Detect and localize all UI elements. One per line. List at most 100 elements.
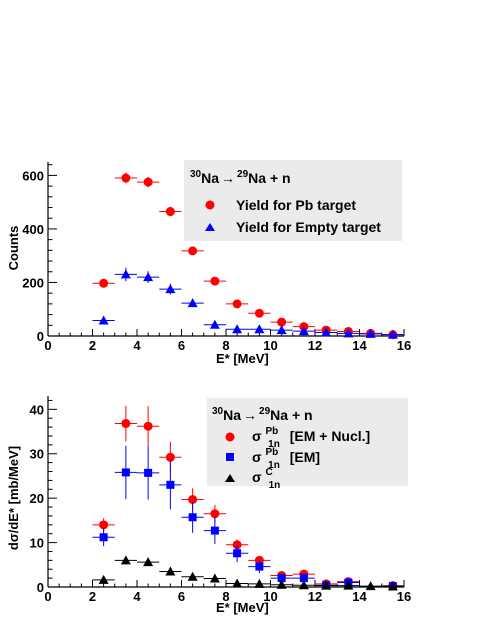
data-point xyxy=(99,520,109,530)
data-point xyxy=(98,574,109,584)
x-tick-label: 8 xyxy=(222,589,229,604)
data-point xyxy=(144,468,153,477)
x-tick-label: 16 xyxy=(397,338,411,353)
x-tick-label: 10 xyxy=(263,338,277,353)
x-tick-label: 4 xyxy=(133,589,141,604)
data-point xyxy=(187,298,198,308)
legend-marker-pb xyxy=(205,200,215,210)
y-tick-label: 0 xyxy=(37,580,44,595)
legend: 30Na → 29Na + n σ Pb 1n [EM + Nucl.] σ Pb … xyxy=(207,398,408,491)
data-point xyxy=(365,328,376,338)
x-axis-title: E* [MeV] xyxy=(216,600,269,615)
x-tick-label: 12 xyxy=(308,589,322,604)
x-tick-label: 14 xyxy=(352,338,367,353)
data-point xyxy=(321,327,332,337)
legend-label-empty: Yield for Empty target xyxy=(236,219,381,235)
data-point xyxy=(121,173,131,183)
data-point xyxy=(343,580,354,590)
data-point xyxy=(187,571,198,581)
data-point xyxy=(120,269,131,279)
data-point xyxy=(254,324,265,334)
series-2 xyxy=(92,555,404,591)
data-point xyxy=(165,284,176,294)
data-point xyxy=(209,573,220,583)
y-tick-label: 600 xyxy=(22,168,44,183)
data-point xyxy=(232,578,243,588)
data-point xyxy=(143,557,154,567)
data-point xyxy=(188,246,198,256)
legend-label-em: σ Pb 1n [EM] xyxy=(252,442,320,471)
data-point xyxy=(298,326,309,336)
data-point xyxy=(166,480,175,489)
data-point xyxy=(143,177,153,187)
x-tick-label: 6 xyxy=(178,589,185,604)
data-point xyxy=(143,421,153,431)
legend-label-pb: Yield for Pb target xyxy=(236,197,356,213)
y-tick-label: 30 xyxy=(30,447,44,462)
data-point xyxy=(233,549,242,558)
data-point xyxy=(99,533,108,542)
data-point xyxy=(188,513,197,522)
y-axis-title: Counts xyxy=(6,226,21,271)
data-point xyxy=(321,580,332,590)
legend-marker-carbon xyxy=(225,474,235,482)
data-point xyxy=(255,562,264,571)
data-point xyxy=(276,325,287,335)
data-point xyxy=(209,319,220,329)
data-point xyxy=(121,419,131,429)
data-point xyxy=(254,578,265,588)
data-point xyxy=(188,494,198,504)
x-tick-label: 4 xyxy=(133,338,141,353)
data-point xyxy=(121,468,130,477)
x-tick-label: 8 xyxy=(222,338,229,353)
x-tick-label: 14 xyxy=(352,589,367,604)
legend-header: 30Na → 29Na + n xyxy=(212,406,313,423)
legend-label-em-nucl: σ Pb 1n [EM + Nucl.] xyxy=(252,421,370,450)
data-point xyxy=(165,566,176,576)
y-tick-label: 200 xyxy=(22,275,44,290)
series-1 xyxy=(92,267,404,339)
x-tick-label: 6 xyxy=(178,338,185,353)
y-axis-title: dσ/dE* [mb/MeV] xyxy=(6,446,21,550)
data-point xyxy=(165,207,175,217)
y-tick-label: 40 xyxy=(30,402,44,417)
data-point xyxy=(143,272,154,282)
legend-marker-em xyxy=(226,453,234,461)
data-point xyxy=(387,329,398,339)
legend-marker-empty xyxy=(205,223,215,231)
x-tick-label: 0 xyxy=(44,589,51,604)
data-point xyxy=(165,452,175,462)
data-point xyxy=(210,526,219,535)
data-point xyxy=(343,328,354,338)
y-tick-label: 0 xyxy=(37,329,44,344)
data-point xyxy=(365,581,376,591)
x-tick-label: 0 xyxy=(44,338,51,353)
y-tick-label: 20 xyxy=(30,491,44,506)
data-point xyxy=(298,580,309,590)
legend-marker-em-nucl xyxy=(225,432,235,442)
x-tick-label: 16 xyxy=(397,589,411,604)
cross-section-panel: 0 2 4 6 8 10 12 14 16 0 10 20 30 40 dσ/dE* [mb/MeV] E… xyxy=(6,396,411,615)
x-axis-title: E* [MeV] xyxy=(216,351,269,366)
data-point xyxy=(254,308,264,318)
data-point xyxy=(210,276,220,286)
y-tick-label: 400 xyxy=(22,222,44,237)
data-point xyxy=(299,574,308,583)
data-point xyxy=(277,574,286,583)
x-tick-label: 2 xyxy=(89,338,96,353)
data-point xyxy=(387,581,398,591)
data-point xyxy=(120,555,131,565)
data-point xyxy=(276,579,287,589)
y-tick-label: 10 xyxy=(30,536,44,551)
data-point xyxy=(277,317,287,327)
data-point xyxy=(98,315,109,325)
x-tick-label: 2 xyxy=(89,589,96,604)
x-tick-label: 10 xyxy=(263,589,277,604)
data-point xyxy=(99,278,109,288)
x-tick-label: 12 xyxy=(308,338,322,353)
legend-header: 30Na → 29Na + n xyxy=(190,169,291,186)
legend-label-carbon: σ C 1n xyxy=(252,462,280,491)
legend: 30Na → 29Na + n Yield for Pb target Yield … xyxy=(184,160,402,241)
